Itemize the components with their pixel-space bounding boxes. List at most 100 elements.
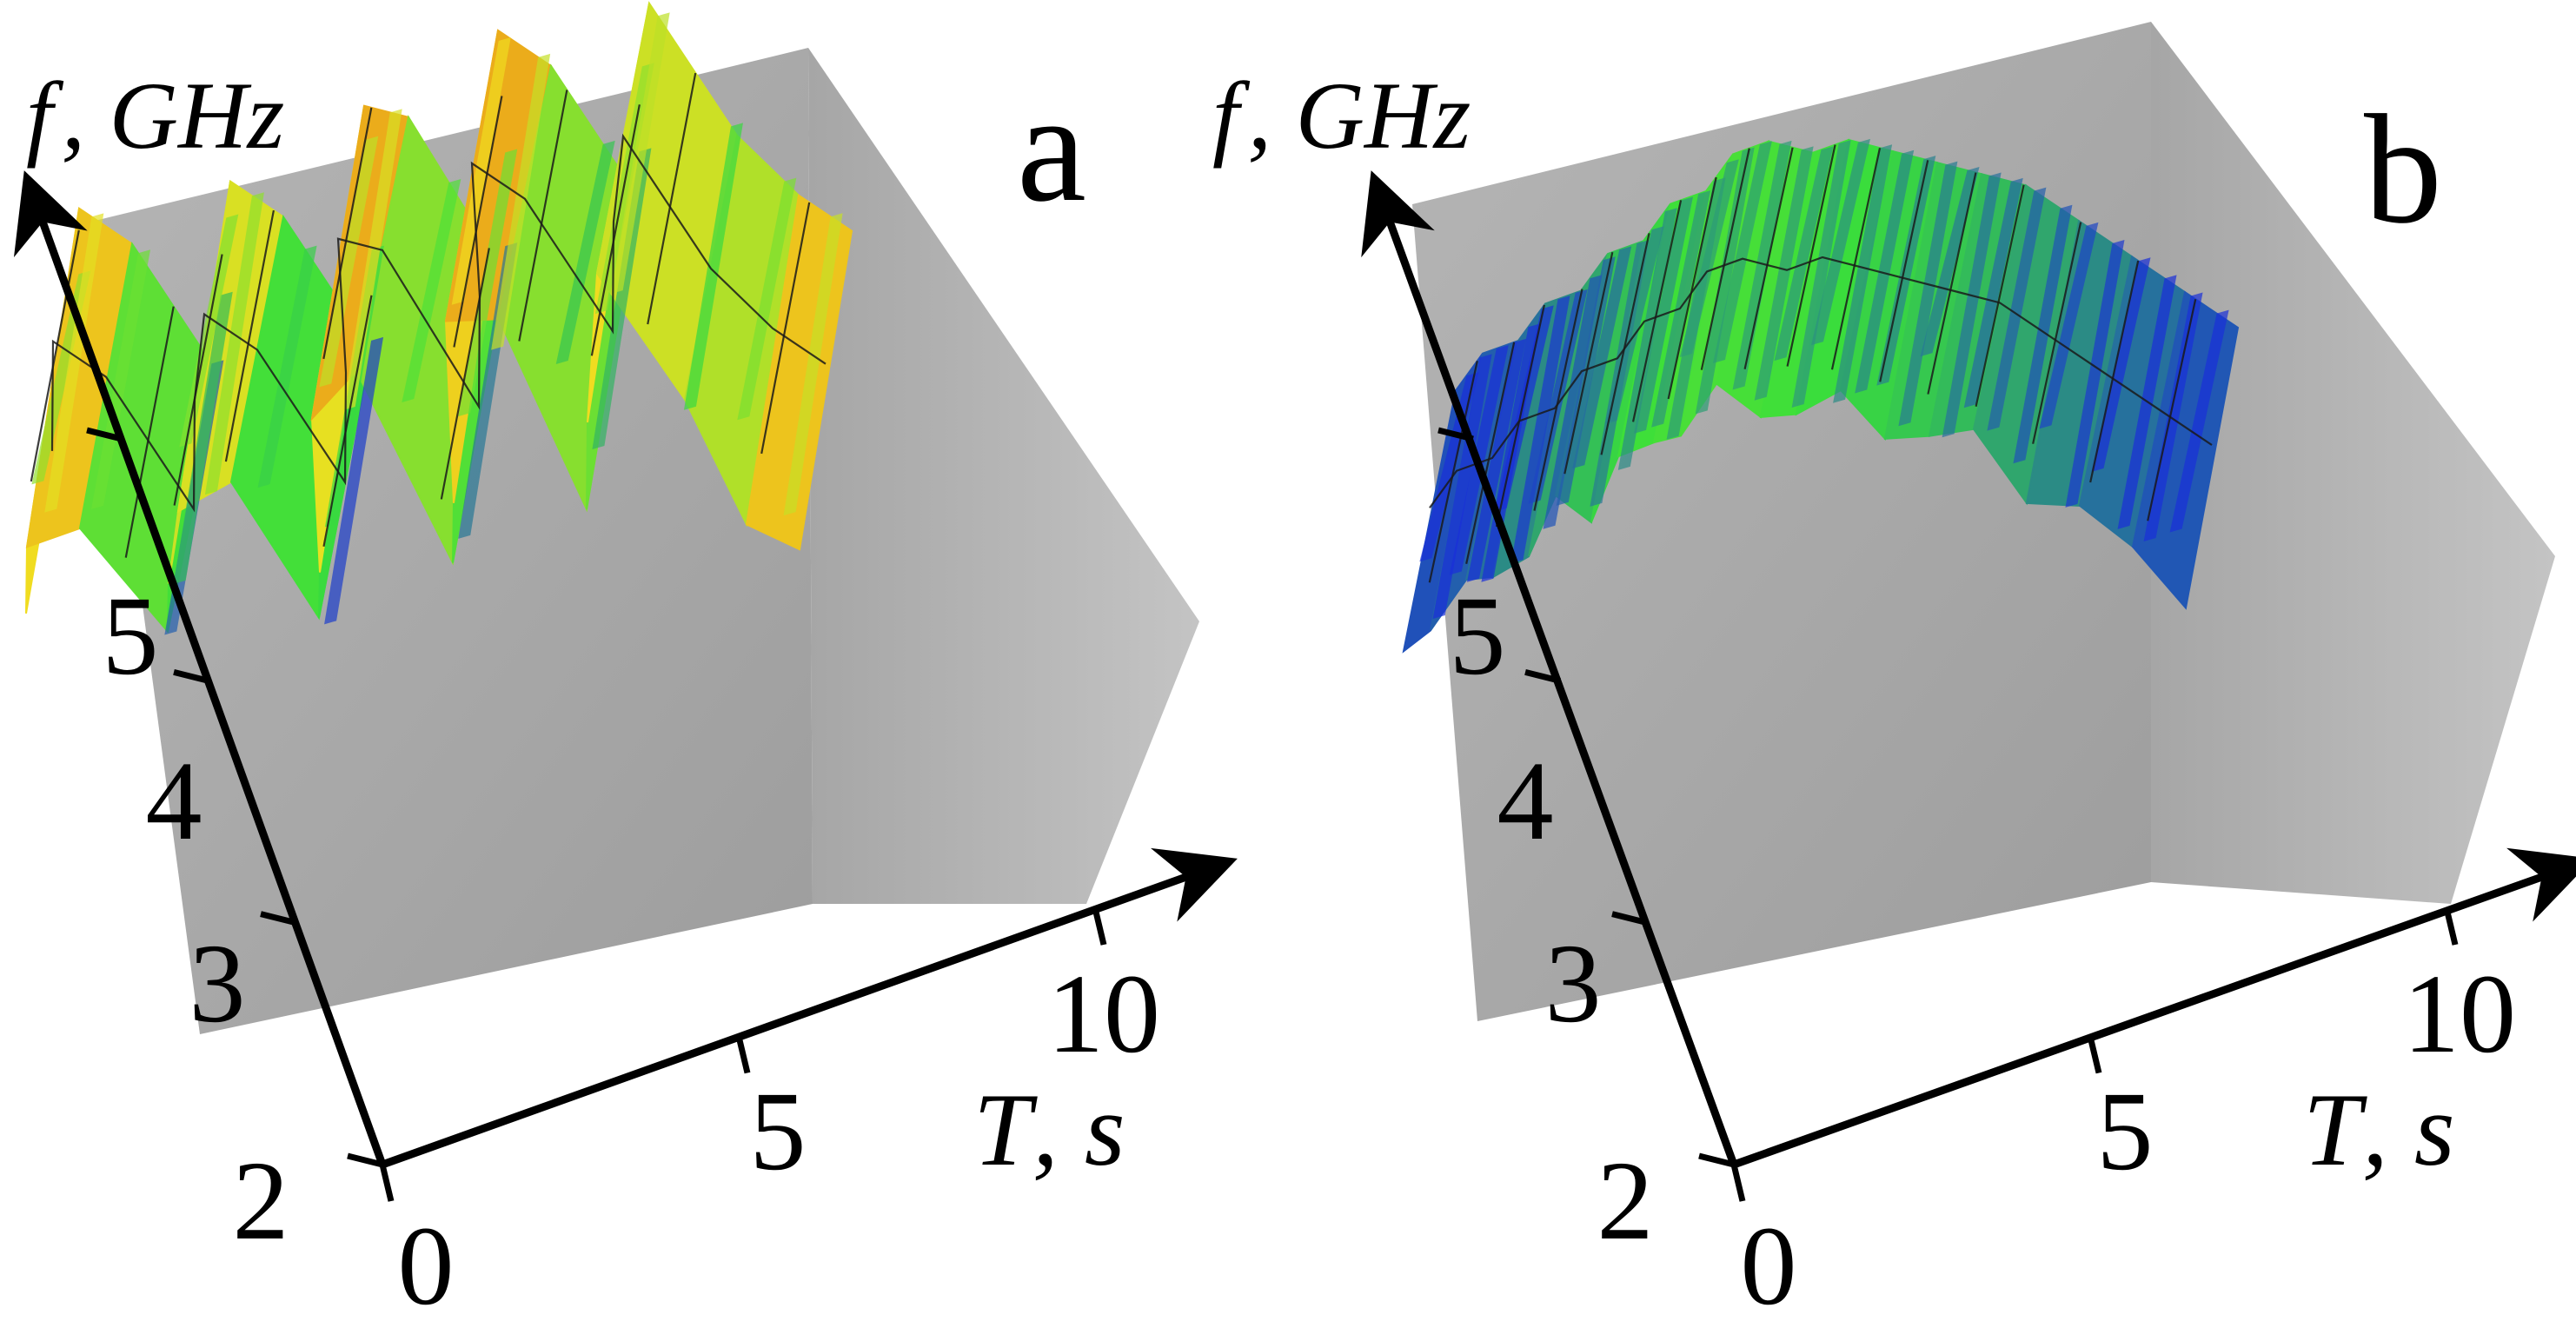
panel-a-gridline-3 [224, 209, 275, 462]
panel-b-ytick-label-1: 3 [1545, 921, 1602, 1046]
panel-b-surface-gridlines [1428, 144, 2213, 583]
panel-b-fringe-32 [1987, 187, 2047, 431]
panel-a-y-axis [13, 170, 387, 1166]
panel-b-gridline-4 [1564, 251, 1614, 475]
panel-b-gridline-14 [1975, 184, 2025, 407]
panel-a-gridline-2 [173, 254, 223, 506]
panel-b-gridline-13 [1927, 172, 1977, 395]
panel-b: 2 3 4 5 0 5 10 f, GHz T, s b [1212, 22, 2576, 1328]
panel-a-gridline-0 [30, 229, 80, 482]
panel-a-gridline-7 [453, 96, 503, 348]
panel-a-gridline-4 [322, 295, 373, 548]
panel-b-fringe-19 [1712, 141, 1772, 364]
panel-a-gridline-1 [124, 306, 175, 558]
panel-b-fringe-26 [1855, 149, 1915, 394]
panel-a-y-axis-unit: , GHz [62, 63, 285, 169]
panel-b-y-axis-unit: , GHz [1248, 63, 1471, 169]
panel-b-fringe-39 [2169, 309, 2229, 533]
panel-a-fringe-17 [555, 140, 615, 364]
panel-a-xtick-label-2: 10 [1047, 952, 1160, 1077]
panel-b-fringe-25 [1833, 144, 1893, 403]
panel-b-x-tick-marks [1730, 907, 2459, 1202]
panel-a-gridline-9 [590, 104, 641, 356]
panel-a-fringe-18 [592, 148, 652, 450]
panel-b-letter: b [2364, 83, 2442, 256]
panel-b-y-axis-label: f, GHz [1212, 63, 1471, 169]
panel-b-ytick-label-2: 4 [1497, 739, 1554, 864]
panel-a-letter: a [1017, 61, 1086, 234]
panel-a-fringe-6 [204, 192, 264, 495]
panel-b-xtick-mark-1 [2087, 1035, 2102, 1074]
panel-a-fringe-11 [342, 109, 402, 411]
panel-b-fringe-33 [2013, 204, 2073, 464]
panel-a-gridline-6 [440, 248, 490, 500]
panel-a-fringe-7 [257, 245, 317, 488]
panel-b-side-wall [2151, 22, 2555, 904]
panel-b-ytick-mark-3 [1437, 427, 1474, 442]
panel-a-x-axis-label: T, s [973, 1072, 1125, 1187]
panel-b-gridline-6 [1631, 200, 1683, 422]
panel-b-gridline-5 [1600, 233, 1650, 455]
panel-a-xtick-label-0: 0 [398, 1204, 455, 1328]
panel-b-gridline-3 [1533, 289, 1583, 511]
panel-b-y-tick-marks [1437, 427, 1735, 1168]
panel-a-x-axis-var: T [973, 1072, 1038, 1187]
panel-b-fringe-30 [1942, 172, 2002, 438]
panel-b-fringe-20 [1732, 140, 1792, 390]
panel-b-fringe-1 [1432, 354, 1492, 620]
panel-b-ytick-label-0: 2 [1597, 1139, 1654, 1264]
panel-a-gridline-11 [760, 202, 811, 455]
panel-b-x-axis [1732, 847, 2576, 1169]
panel-a: 2 3 4 5 0 5 10 f, GHz T, s a [13, 1, 1238, 1328]
panel-b-x-axis-label: T, s [2303, 1072, 2455, 1187]
panel-a-x-tick-marks [379, 907, 1107, 1202]
panel-a-ytick-mark-1 [260, 911, 296, 926]
panel-b-x-axis-var: T [2303, 1072, 2367, 1187]
panel-a-ytick-label-3: 5 [103, 574, 159, 699]
panel-b-xtick-label-2: 10 [2403, 952, 2516, 1077]
panel-a-xtick-mark-2 [1092, 907, 1107, 946]
panel-a-fringe-12 [402, 178, 461, 402]
panel-a-xtick-mark-1 [735, 1035, 751, 1074]
panel-a-fringe-21 [683, 123, 743, 410]
panel-b-fringe-21 [1754, 146, 1814, 401]
panel-a-fringe-2 [91, 249, 151, 509]
panel-a-fringe-1 [44, 213, 104, 513]
panel-b-gridline-7 [1667, 176, 1717, 400]
panel-a-fringe-4 [173, 291, 233, 584]
panel-a-ytick-label-0: 2 [233, 1139, 289, 1264]
panel-b-gridline-10 [1786, 144, 1836, 367]
panel-b-fringe-38 [2143, 292, 2203, 542]
panel-b-xtick-mark-2 [2443, 907, 2459, 946]
panel-b-fringe-28 [1898, 161, 1958, 427]
panel-a-fringe-14 [458, 149, 518, 417]
panel-a-fringe-10 [319, 136, 379, 388]
panel-a-fringe-22 [737, 177, 797, 421]
panel-b-gridline-9 [1743, 147, 1794, 369]
panel-b-fringe-34 [2039, 222, 2099, 429]
panel-b-gridline-15 [2032, 222, 2082, 444]
panel-a-ytick-label-2: 4 [146, 739, 202, 864]
panel-b-gridline-12 [1879, 160, 1929, 382]
panel-b-fringe-6 [1510, 295, 1570, 564]
panel-b-fringe-3 [1466, 338, 1526, 582]
panel-b-contour-line [1429, 256, 2213, 508]
panel-b-fringe-17 [1679, 159, 1739, 358]
panel-a-y-tick-marks [86, 427, 383, 1168]
panel-a-gridline-10 [647, 72, 697, 325]
panel-b-fringe-18 [1695, 147, 1755, 415]
panel-b-gridline-1 [1465, 342, 1516, 564]
panel-b-fringe-15 [1651, 190, 1711, 428]
panel-b-fringe-35 [2065, 240, 2125, 508]
panel-b-fringe-23 [1791, 140, 1851, 408]
panel-b-x-axis-unit: , s [2362, 1072, 2455, 1187]
panel-a-ytick-mark-3 [86, 427, 123, 442]
panel-a-contour-line [50, 133, 827, 513]
panel-b-fringe-29 [1920, 167, 1980, 357]
panel-a-fringe-8 [324, 336, 384, 625]
panel-b-xtick-label-1: 5 [2097, 1069, 2154, 1194]
panel-b-xtick-label-0: 0 [1741, 1204, 1797, 1328]
panel-b-fringe-24 [1810, 138, 1870, 346]
panel-a-x-axis-unit: , s [1032, 1072, 1125, 1187]
panel-b-ytick-mark-0 [1698, 1152, 1735, 1168]
